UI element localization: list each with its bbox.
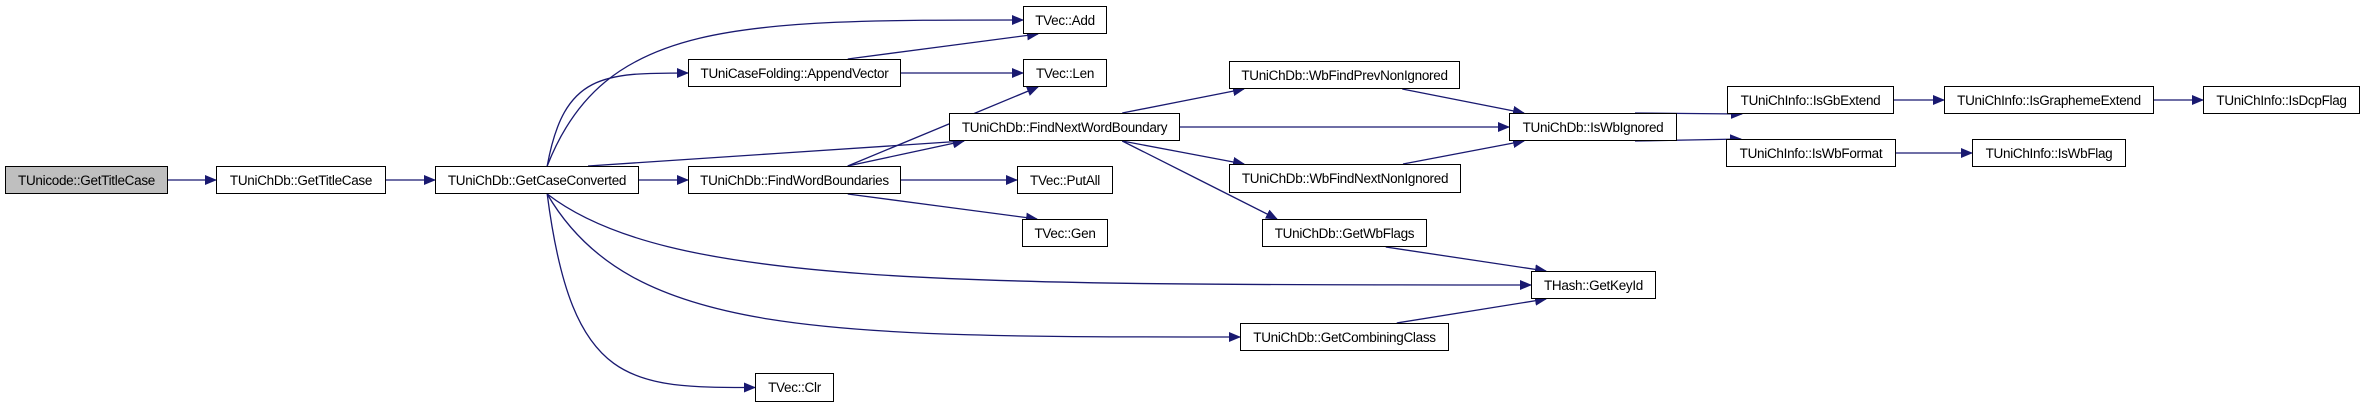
node-tvec-add[interactable]: TVec::Add (1023, 6, 1107, 34)
edge-getcaseconverted-to-getkeyid (546, 193, 1532, 290)
edge-getcaseconverted-to-getcombiningclass (546, 193, 1241, 342)
node-iswbignored[interactable]: TUniChDb::IsWbIgnored (1509, 113, 1677, 141)
edge-findnextwordboundary-to-getwbflags (1121, 140, 1278, 220)
node-tunicode-gettitlecase: TUnicode::GetTitleCase (5, 166, 168, 194)
node-getwbflags[interactable]: TUniChDb::GetWbFlags (1262, 219, 1427, 247)
edge-getcombiningclass-to-getkeyid (1396, 295, 1547, 324)
node-tvec-len[interactable]: TVec::Len (1023, 59, 1107, 87)
node-isgraphemeextend[interactable]: TUniChInfo::IsGraphemeExtend (1944, 86, 2154, 114)
node-isdcpflag[interactable]: TUniChInfo::IsDcpFlag (2203, 86, 2360, 114)
edge-findwordboundaries-to-gen (847, 193, 1038, 223)
node-findnextwordboundary[interactable]: TUniChDb::FindNextWordBoundary (949, 113, 1180, 141)
node-wbfindnextnonignored[interactable]: TUniChDb::WbFindNextNonIgnored (1229, 164, 1461, 193)
node-tvec-putall[interactable]: TVec::PutAll (1017, 166, 1113, 194)
node-wbfindprevnonignored[interactable]: TUniChDb::WbFindPrevNonIgnored (1229, 61, 1460, 89)
node-findwordboundaries[interactable]: TUniChDb::FindWordBoundaries (688, 166, 901, 194)
edge-appendvector-to-add (847, 30, 1039, 60)
node-tvec-gen[interactable]: TVec::Gen (1022, 219, 1108, 247)
edge-getcaseconverted-to-clr (546, 193, 756, 393)
edge-findwordboundaries-to-findnextwordboundary (847, 138, 965, 167)
edge-wbfindprev-to-iswbignored (1402, 88, 1525, 116)
edge-findwordboundaries-to-len (847, 86, 1039, 167)
node-tvec-clr[interactable]: TVec::Clr (755, 373, 834, 402)
edge-getcaseconverted-to-findnextwordboundary (587, 136, 965, 167)
edge-findnextwordboundary-to-wbfindnext (1122, 140, 1245, 167)
node-getcaseconverted[interactable]: TUniChDb::GetCaseConverted (435, 166, 639, 194)
node-tunichdb-gettitlecase[interactable]: TUniChDb::GetTitleCase (216, 166, 386, 194)
edge-getcaseconverted-to-add (546, 15, 1024, 167)
node-isgbextend[interactable]: TUniChInfo::IsGbExtend (1727, 86, 1894, 114)
node-thash-getkeyid[interactable]: THash::GetKeyId (1531, 271, 1656, 299)
edge-getwbflags-to-getkeyid (1385, 246, 1547, 275)
node-iswbflag[interactable]: TUniChInfo::IsWbFlag (1972, 139, 2126, 167)
node-getcombiningclass[interactable]: TUniChDb::GetCombiningClass (1240, 323, 1449, 351)
node-iswbformat[interactable]: TUniChInfo::IsWbFormat (1726, 139, 1896, 167)
edge-findnextwordboundary-to-wbfindprev (1122, 86, 1245, 114)
edge-getcaseconverted-to-appendvector (546, 68, 689, 167)
edge-wbfindnext-to-iswbignored (1402, 138, 1525, 165)
node-appendvector[interactable]: TUniCaseFolding::AppendVector (688, 59, 901, 87)
